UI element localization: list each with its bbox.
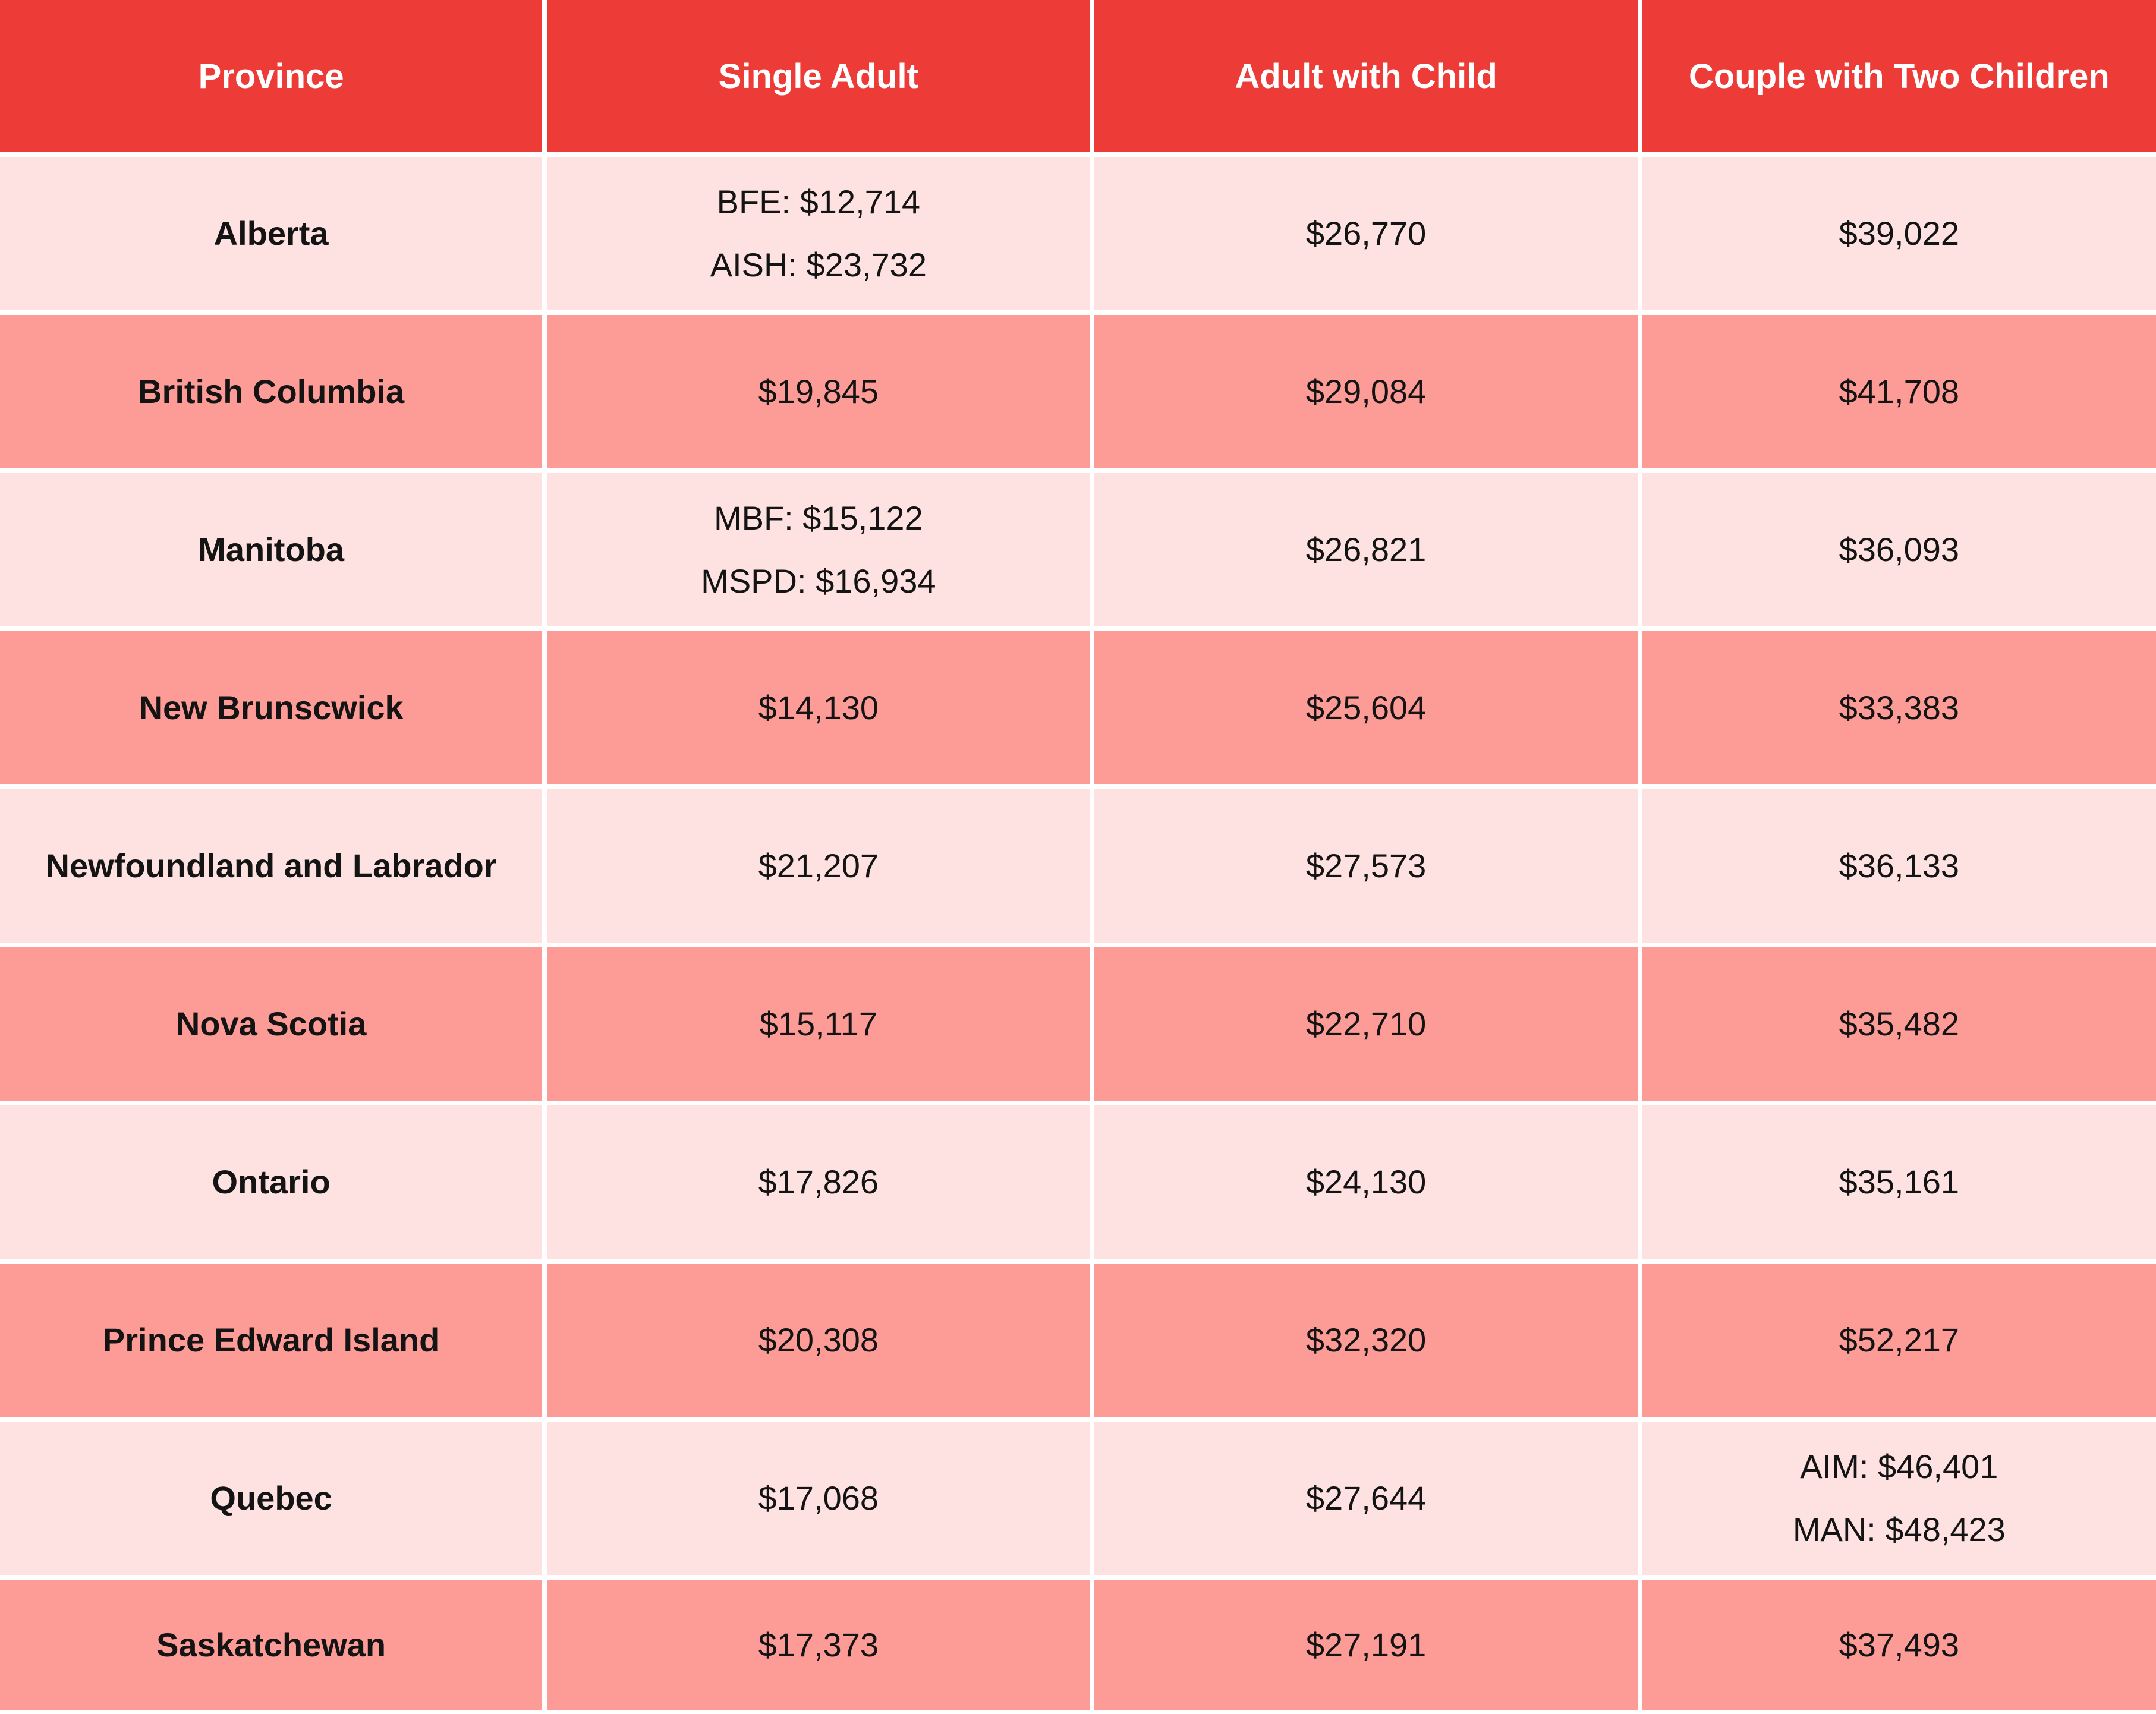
- province-label: Prince Edward Island: [102, 1321, 440, 1359]
- cell-value-line: $39,022: [1839, 214, 1960, 252]
- single-adult-cell: MBF: $15,122 MSPD: $16,934: [547, 473, 1090, 626]
- province-cell: Manitoba: [0, 473, 543, 626]
- adult-with-child-cell: $25,604: [1094, 631, 1638, 784]
- province-cell: Newfoundland and Labrador: [0, 789, 543, 943]
- adult-with-child-cell: $26,770: [1094, 157, 1638, 310]
- cell-value-line: $27,573: [1305, 846, 1427, 884]
- adult-with-child-cell: $27,573: [1094, 789, 1638, 943]
- cell-value-line: BFE: $12,714: [716, 182, 921, 220]
- adult-with-child-cell: $24,130: [1094, 1105, 1638, 1259]
- province-cell: New Brunscwick: [0, 631, 543, 784]
- cell-value-line: $24,130: [1305, 1162, 1427, 1201]
- province-label: Manitoba: [198, 530, 344, 568]
- cell-value-line: $26,821: [1305, 530, 1427, 568]
- province-label: Quebec: [210, 1479, 332, 1517]
- single-adult-cell: $17,373: [547, 1580, 1090, 1710]
- cell-value-line: AIM: $46,401: [1800, 1447, 1998, 1485]
- province-label: Alberta: [213, 214, 329, 252]
- cell-value-line: $35,161: [1839, 1162, 1960, 1201]
- cell-value-line: $36,133: [1839, 846, 1960, 884]
- cell-value-line: $52,217: [1839, 1321, 1960, 1359]
- cell-value-line: $26,770: [1305, 214, 1427, 252]
- province-label: Newfoundland and Labrador: [45, 846, 497, 884]
- cell-value-line: MAN: $48,423: [1792, 1511, 2006, 1548]
- column-header-adult-with-child: Adult with Child: [1094, 0, 1638, 152]
- adult-with-child-cell: $26,821: [1094, 473, 1638, 626]
- cell-value-line: $32,320: [1305, 1321, 1427, 1359]
- cell-value-line: MSPD: $16,934: [701, 562, 936, 600]
- couple-with-two-children-cell: $36,093: [1642, 473, 2156, 626]
- province-cell: Nova Scotia: [0, 947, 543, 1101]
- cell-value-line: $20,308: [758, 1321, 879, 1359]
- single-adult-cell: BFE: $12,714 AISH: $23,732: [547, 157, 1090, 310]
- cell-value-line: $27,644: [1305, 1479, 1427, 1517]
- cell-value-line: $17,068: [758, 1479, 879, 1517]
- single-adult-cell: $15,117: [547, 947, 1090, 1101]
- adult-with-child-cell: $27,644: [1094, 1422, 1638, 1575]
- province-cell: Ontario: [0, 1105, 543, 1259]
- province-cell: Alberta: [0, 157, 543, 310]
- province-label: Nova Scotia: [175, 1004, 367, 1042]
- cell-value-line: $27,191: [1305, 1625, 1427, 1663]
- single-adult-cell: $17,826: [547, 1105, 1090, 1259]
- province-cell: Saskatchewan: [0, 1580, 543, 1710]
- column-header-province-label: Province: [198, 56, 344, 96]
- adult-with-child-cell: $32,320: [1094, 1264, 1638, 1417]
- cell-value-line: MBF: $15,122: [713, 499, 923, 537]
- column-header-province: Province: [0, 0, 543, 152]
- single-adult-cell: $19,845: [547, 315, 1090, 468]
- column-header-adult-with-child-label: Adult with Child: [1235, 56, 1497, 96]
- cell-value-line: AISH: $23,732: [710, 246, 927, 283]
- couple-with-two-children-cell: $35,482: [1642, 947, 2156, 1101]
- province-cell: Quebec: [0, 1422, 543, 1575]
- cell-value-line: $17,373: [758, 1625, 879, 1663]
- province-label: Saskatchewan: [156, 1625, 386, 1663]
- adult-with-child-cell: $22,710: [1094, 947, 1638, 1101]
- cell-value-line: $22,710: [1305, 1004, 1427, 1042]
- column-header-single-adult: Single Adult: [547, 0, 1090, 152]
- cell-value-line: $35,482: [1839, 1004, 1960, 1042]
- adult-with-child-cell: $27,191: [1094, 1580, 1638, 1710]
- cell-value-line: $33,383: [1839, 688, 1960, 726]
- province-label: British Columbia: [138, 372, 405, 410]
- couple-with-two-children-cell: $39,022: [1642, 157, 2156, 310]
- cell-value-line: $21,207: [758, 846, 879, 884]
- couple-with-two-children-cell: $41,708: [1642, 315, 2156, 468]
- cell-value-line: $36,093: [1839, 530, 1960, 568]
- cell-value-line: $41,708: [1839, 372, 1960, 410]
- single-adult-cell: $20,308: [547, 1264, 1090, 1417]
- cell-value-line: $25,604: [1305, 688, 1427, 726]
- couple-with-two-children-cell: $36,133: [1642, 789, 2156, 943]
- province-cell: Prince Edward Island: [0, 1264, 543, 1417]
- province-label: Ontario: [212, 1162, 331, 1201]
- cell-value-line: $19,845: [758, 372, 879, 410]
- province-cell: British Columbia: [0, 315, 543, 468]
- cell-value-line: $14,130: [758, 688, 879, 726]
- couple-with-two-children-cell: $52,217: [1642, 1264, 2156, 1417]
- single-adult-cell: $17,068: [547, 1422, 1090, 1575]
- cell-value-line: $29,084: [1305, 372, 1427, 410]
- single-adult-cell: $21,207: [547, 789, 1090, 943]
- couple-with-two-children-cell: AIM: $46,401 MAN: $48,423: [1642, 1422, 2156, 1575]
- adult-with-child-cell: $29,084: [1094, 315, 1638, 468]
- province-label: New Brunscwick: [139, 688, 404, 726]
- column-header-single-adult-label: Single Adult: [718, 56, 918, 96]
- couple-with-two-children-cell: $33,383: [1642, 631, 2156, 784]
- cell-value-line: $15,117: [759, 1004, 877, 1042]
- single-adult-cell: $14,130: [547, 631, 1090, 784]
- column-header-couple-with-two-children: Couple with Two Children: [1642, 0, 2156, 152]
- couple-with-two-children-cell: $35,161: [1642, 1105, 2156, 1259]
- column-header-couple-with-two-children-label: Couple with Two Children: [1688, 56, 2110, 96]
- cell-value-line: $17,826: [758, 1162, 879, 1201]
- couple-with-two-children-cell: $37,493: [1642, 1580, 2156, 1710]
- cell-value-line: $37,493: [1839, 1625, 1960, 1663]
